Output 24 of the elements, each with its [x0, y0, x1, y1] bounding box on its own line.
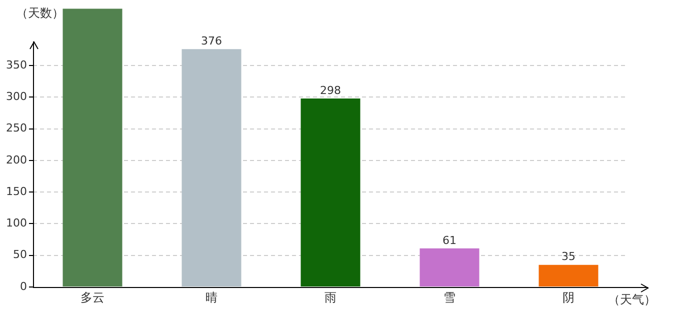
data-label: 35 — [562, 250, 576, 264]
y-axis-title: （天数） — [16, 6, 64, 20]
bar — [538, 264, 598, 286]
bar — [420, 248, 480, 286]
y-tick-label: 150 — [6, 184, 27, 198]
x-tick-label: 雨 — [324, 290, 336, 304]
y-tick-label: 200 — [6, 153, 27, 166]
x-tick-label: 雪 — [444, 290, 456, 304]
x-tick-label: 多云 — [80, 290, 104, 304]
y-tick-label: 50 — [13, 248, 27, 262]
bar — [300, 98, 360, 286]
x-axis-title: （天气） — [608, 292, 656, 307]
data-label: 61 — [442, 234, 456, 247]
data-label: 298 — [320, 84, 341, 97]
y-tick-label: 0 — [20, 280, 27, 293]
x-tick-label: 阴 — [562, 290, 574, 304]
bar — [62, 8, 122, 286]
y-tick-label: 100 — [6, 216, 27, 230]
y-tick-label: 250 — [6, 122, 27, 135]
data-label: 376 — [201, 34, 222, 48]
x-tick-label: 晴 — [206, 290, 218, 304]
bar — [182, 49, 242, 286]
y-tick-label: 350 — [6, 58, 27, 72]
y-tick-label: 300 — [6, 90, 27, 104]
